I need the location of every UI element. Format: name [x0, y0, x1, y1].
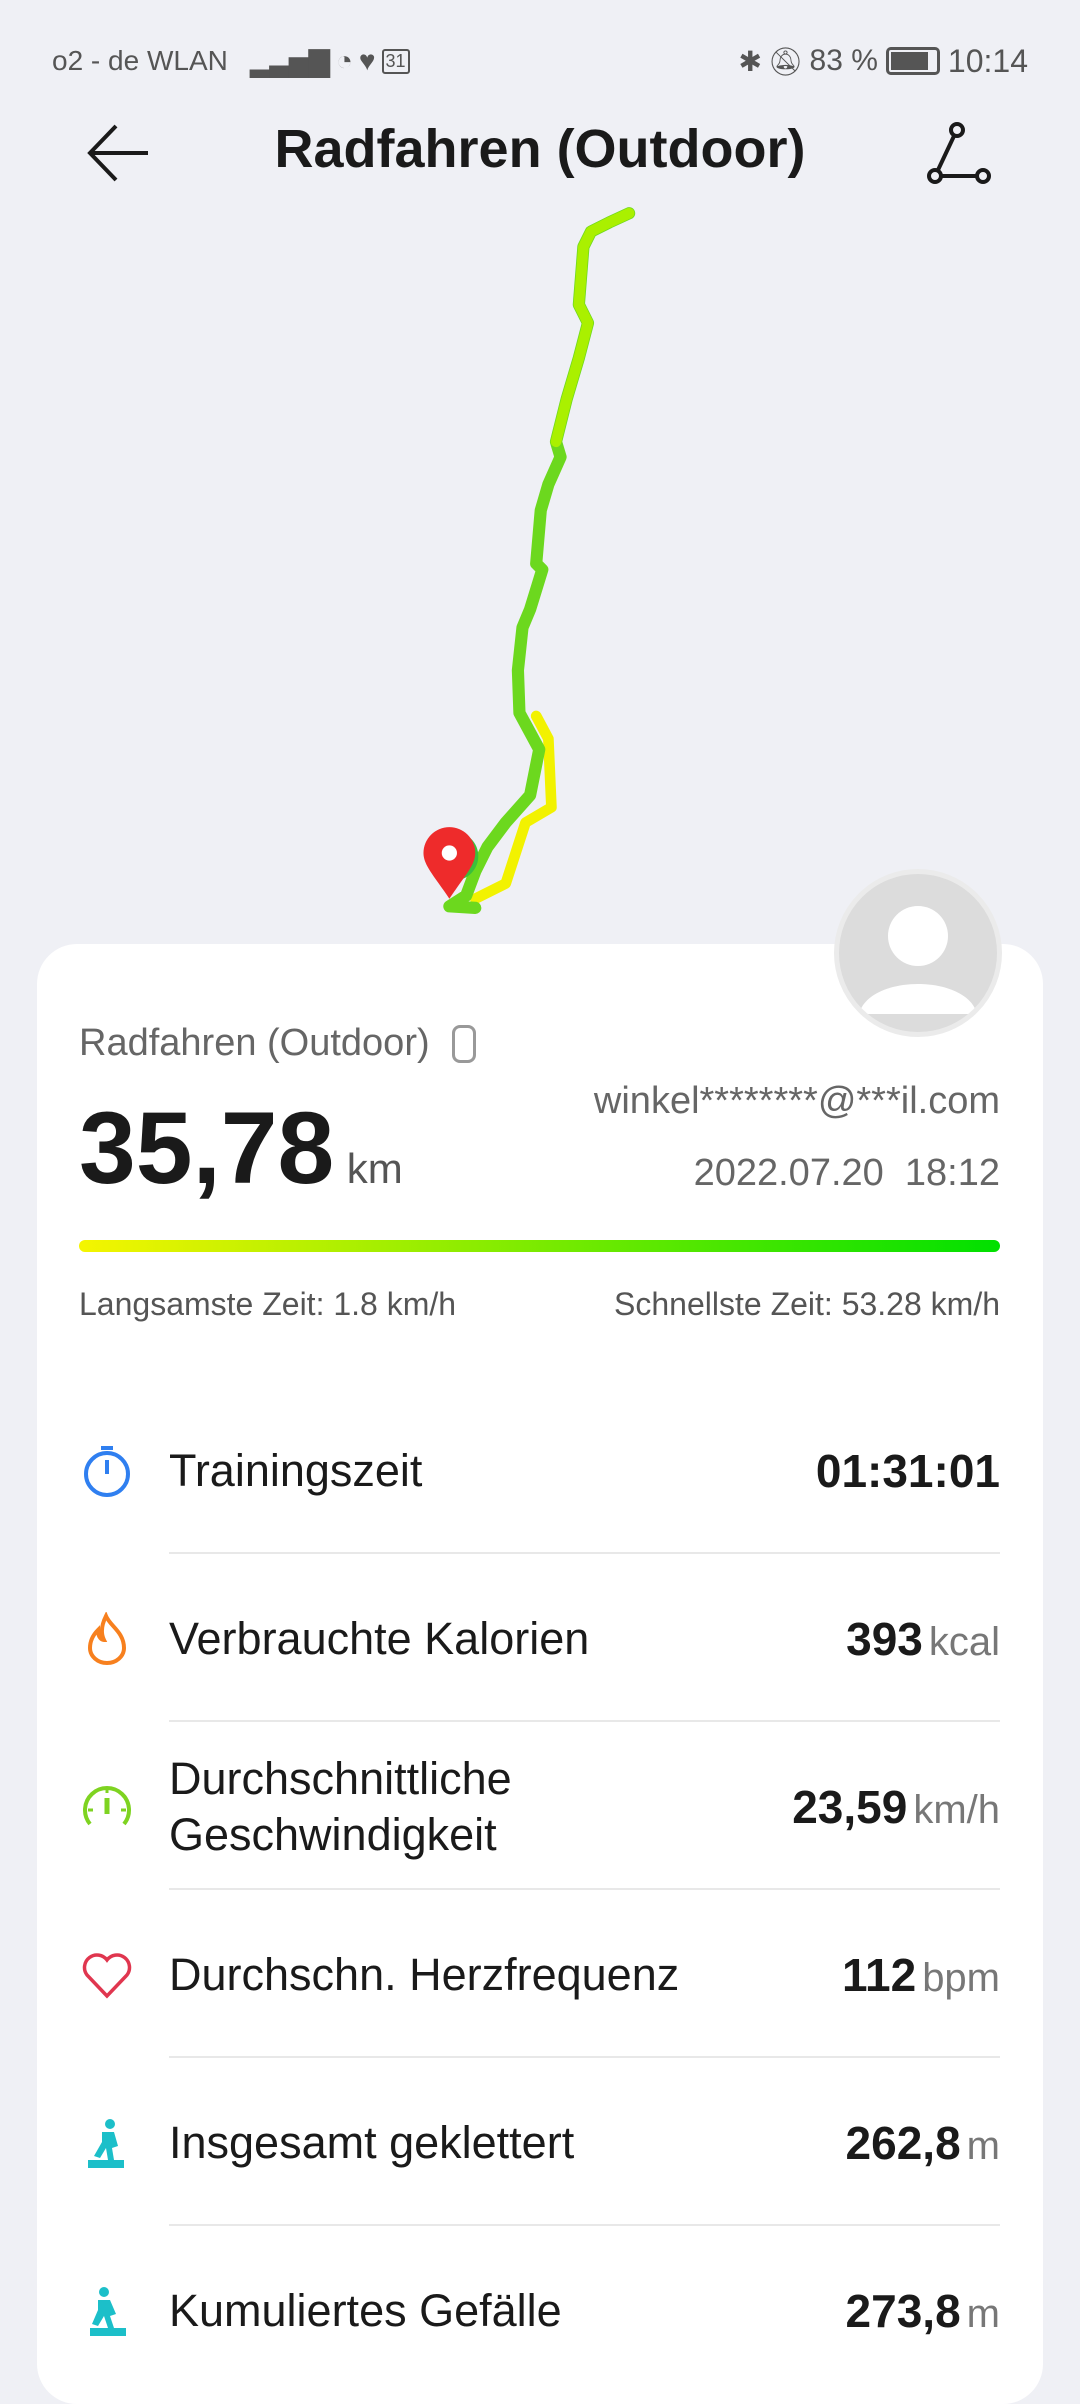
fastest-speed: Schnellste Zeit: 53.28 km/h: [614, 1286, 1000, 1322]
stopwatch-icon: [80, 1444, 134, 1498]
route-map[interactable]: [0, 0, 1080, 1080]
divider: [169, 1888, 1000, 1890]
metric-value: 273,8 m: [846, 2284, 1000, 2338]
metric-unit: kcal: [928, 1620, 1000, 1664]
bluetooth-icon: ✱: [738, 45, 762, 77]
route-track-light: [550, 207, 635, 448]
metric-number: 393: [846, 1613, 923, 1665]
page-title: Radfahren (Outdoor): [274, 119, 806, 179]
metric-number: 112: [841, 1949, 917, 2001]
battery-icon: [885, 47, 940, 75]
metric-value: 262,8 m: [846, 2116, 1000, 2170]
route-icon: [927, 122, 991, 184]
wifi-icon: ◔: [336, 45, 353, 76]
metric-number: 262,8: [845, 2117, 961, 2169]
distance: 35,78 km: [79, 1090, 403, 1207]
watch-icon: [451, 1024, 476, 1063]
calendar-icon: 31: [381, 48, 410, 74]
divider: [169, 2056, 1000, 2058]
metric-label: Kumuliertes Gefälle: [169, 2285, 562, 2336]
clock: 10:14: [947, 42, 1028, 79]
descend-icon: [80, 2284, 134, 2338]
activity-label: Radfahren (Outdoor): [79, 1022, 430, 1064]
divider: [169, 2224, 1000, 2226]
status-bar-left: o2 - de WLAN ▂▃▅▇ ◔ ♥ 31: [52, 40, 410, 82]
workout-date: 2022.07.20: [693, 1152, 884, 1194]
metric-value: 393 kcal: [846, 1612, 1000, 1666]
metric-label: Trainingszeit: [169, 1445, 423, 1496]
workout-time: 18:12: [904, 1152, 1000, 1194]
route-track: [443, 207, 636, 914]
metric-row[interactable]: Verbrauchte Kalorien 393 kcal: [0, 1555, 1080, 1723]
metric-unit: bpm: [922, 1956, 1000, 2000]
metric-row[interactable]: Kumuliertes Gefälle 273,8 m: [0, 2227, 1080, 2395]
slowest-speed: Langsamste Zeit: 1.8 km/h: [79, 1286, 457, 1322]
metric-label: Durchschnittliche Geschwindigkeit: [169, 1753, 512, 1860]
status-bar-right: ✱ 🔕︎ 83 % 10:14: [739, 40, 1028, 82]
metric-unit: km/h: [913, 1788, 1000, 1832]
divider: [169, 1552, 1000, 1554]
metric-unit: m: [966, 2124, 1000, 2168]
start-pin-icon[interactable]: [423, 827, 479, 899]
distance-value: 35,78: [79, 1091, 335, 1205]
metric-label: Insgesamt geklettert: [169, 2117, 575, 2168]
metric-value: 23,59 km/h: [792, 1780, 1000, 1834]
summary-card: [37, 944, 1043, 2404]
distance-unit: km: [346, 1145, 403, 1192]
metric-value: 01:31:01: [816, 1444, 1000, 1498]
metric-number: 23,59: [792, 1781, 908, 1833]
avatar[interactable]: [834, 869, 1002, 1037]
metric-row[interactable]: Trainingszeit 01:31:01: [0, 1387, 1080, 1555]
metric-label: Durchschn. Herzfrequenz: [169, 1949, 680, 2000]
metric-unit: m: [966, 2292, 1000, 2336]
flame-icon: [80, 1611, 134, 1666]
climber-icon: [80, 2116, 134, 2170]
metric-number: 01:31:01: [815, 1445, 1000, 1497]
route-track-yellow: [469, 710, 557, 905]
metric-value: 112 bpm: [842, 1948, 1000, 2002]
signal-icon: ▂▃▅▇: [249, 45, 330, 77]
user-icon: [859, 906, 977, 1014]
divider: [169, 1720, 1000, 1722]
metric-number: 273,8: [845, 2285, 961, 2337]
heart-icon: [80, 1948, 134, 2002]
speedometer-icon: [80, 1780, 134, 1834]
bell-muted-icon: 🔕︎: [767, 45, 804, 77]
route-view-button[interactable]: [925, 122, 995, 186]
carrier-label: o2 - de WLAN: [52, 45, 228, 76]
activity-type: Radfahren (Outdoor): [79, 1022, 476, 1065]
metric-row[interactable]: Durchschnittliche Geschwindigkeit 23,59 k…: [0, 1723, 1080, 1891]
health-heart-icon: ♥: [358, 45, 376, 76]
battery-percent: 83 %: [809, 44, 878, 77]
metric-row[interactable]: Durchschn. Herzfrequenz 112 bpm: [0, 1891, 1080, 2059]
metric-row[interactable]: Insgesamt geklettert 262,8 m: [0, 2059, 1080, 2227]
metric-label: Verbrauchte Kalorien: [169, 1613, 590, 1664]
back-arrow-icon: [87, 124, 148, 182]
speed-gradient-bar: [79, 1240, 1000, 1252]
back-button[interactable]: [86, 120, 152, 186]
workout-datetime: 2022.07.20 18:12: [694, 1152, 1000, 1195]
account-email: winkel********@***il.com: [593, 1080, 1000, 1122]
